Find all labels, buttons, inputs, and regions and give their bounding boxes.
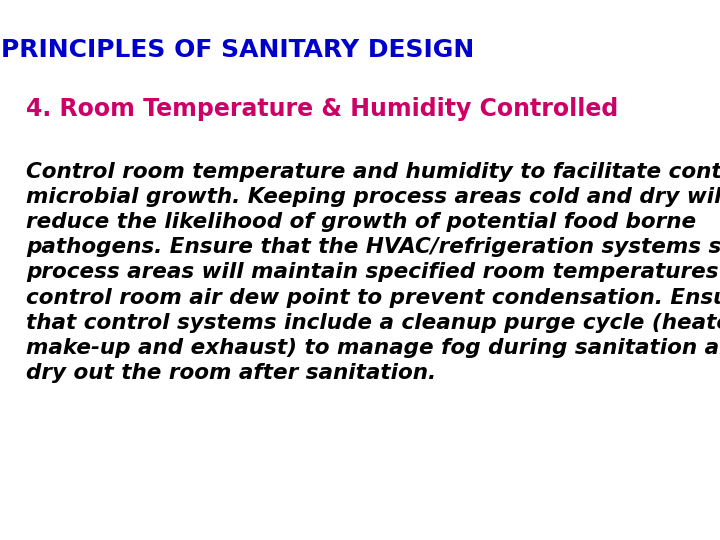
Text: Control room temperature and humidity to facilitate control of microbial growth.: Control room temperature and humidity to… (0, 539, 1, 540)
Text: Control room temperature and humidity to facilitate control of
microbial growth.: Control room temperature and humidity to… (26, 162, 720, 383)
Text: 4. Room Temperature & Humidity Controlled: 4. Room Temperature & Humidity Controlle… (26, 97, 618, 121)
Text: PRINCIPLES OF SANITARY DESIGN: PRINCIPLES OF SANITARY DESIGN (1, 38, 474, 62)
